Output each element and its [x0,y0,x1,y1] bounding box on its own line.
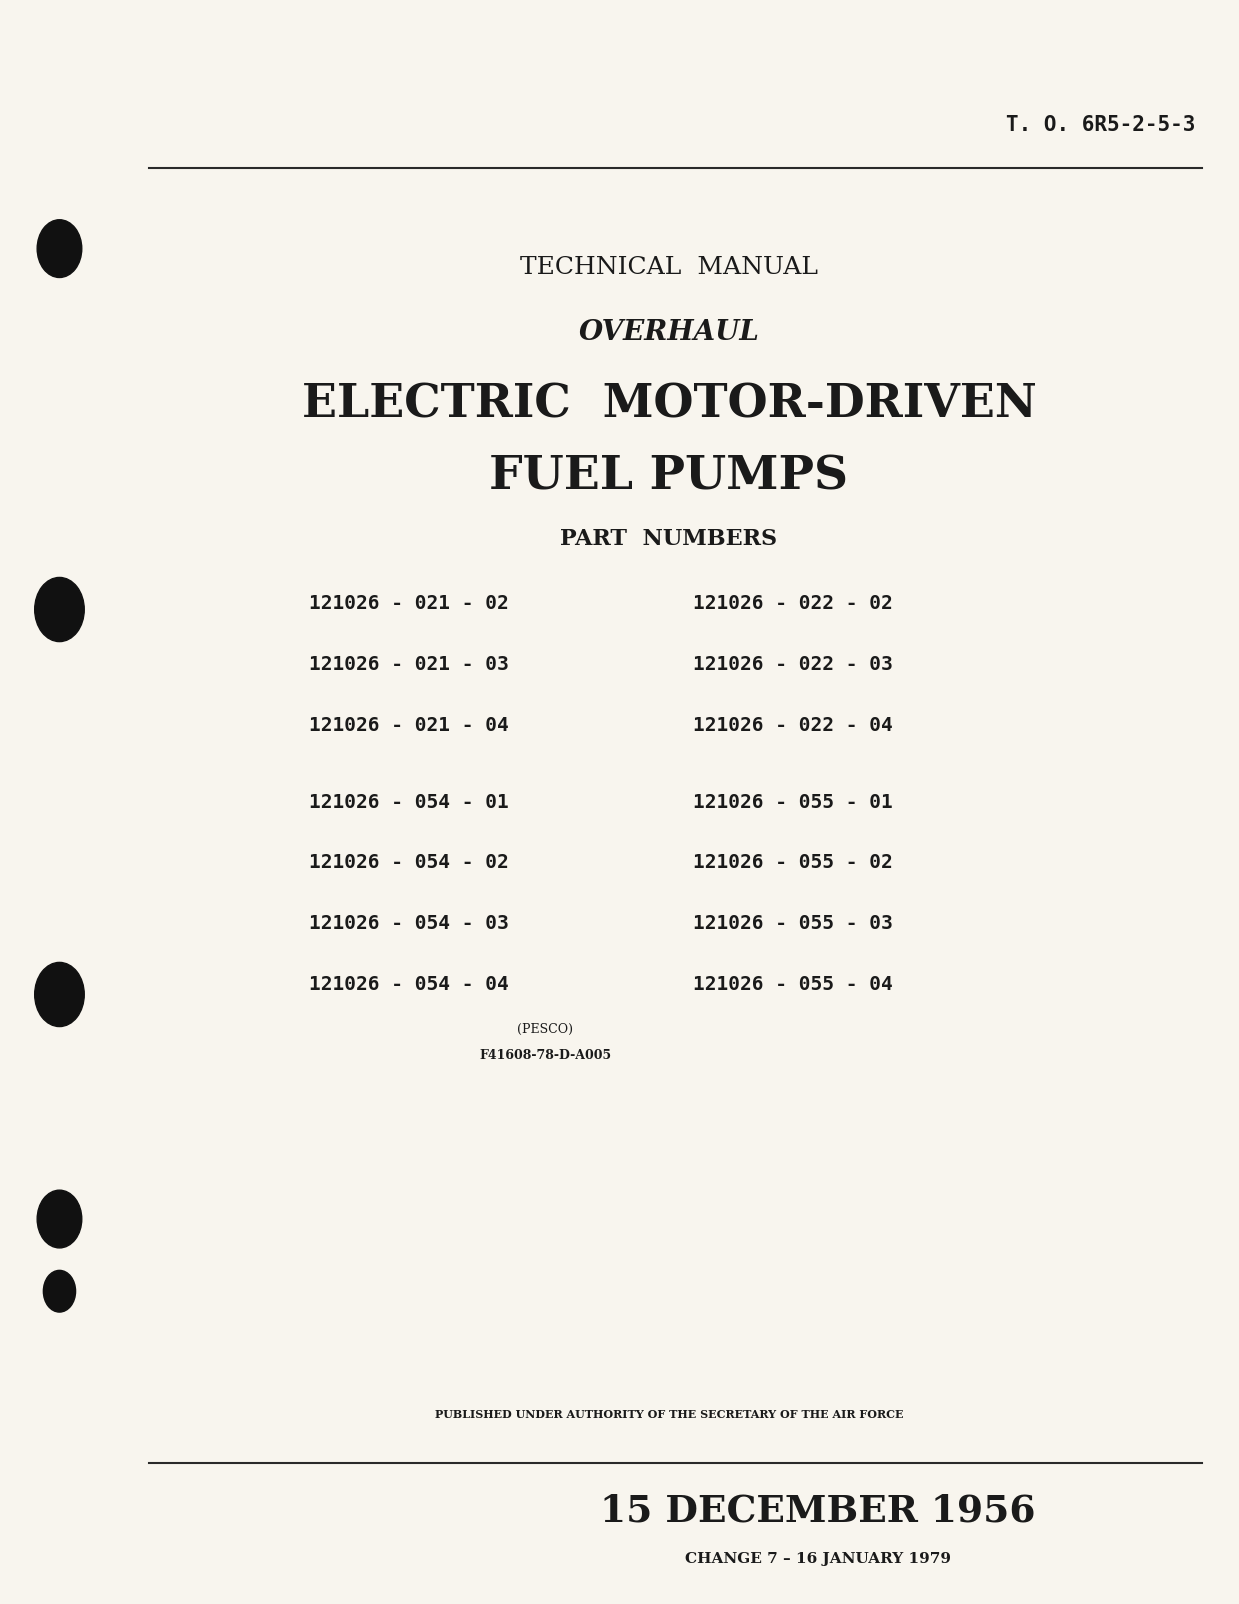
Text: 121026 - 055 - 02: 121026 - 055 - 02 [693,853,893,873]
Text: 121026 - 022 - 03: 121026 - 022 - 03 [693,654,893,674]
Circle shape [37,1190,82,1248]
Text: TECHNICAL  MANUAL: TECHNICAL MANUAL [520,257,818,279]
Text: 121026 - 021 - 03: 121026 - 021 - 03 [309,654,509,674]
Circle shape [43,1270,76,1312]
Text: FUEL PUMPS: FUEL PUMPS [489,454,849,499]
Text: 121026 - 021 - 02: 121026 - 021 - 02 [309,593,509,613]
Circle shape [35,962,84,1027]
Text: F41608-78-D-A005: F41608-78-D-A005 [479,1049,611,1062]
Text: 121026 - 022 - 02: 121026 - 022 - 02 [693,593,893,613]
Text: OVERHAUL: OVERHAUL [579,319,760,345]
Circle shape [35,577,84,642]
Text: (PESCO): (PESCO) [517,1023,574,1036]
Text: 121026 - 055 - 01: 121026 - 055 - 01 [693,792,893,812]
Text: T. O. 6R5-2-5-3: T. O. 6R5-2-5-3 [1006,115,1196,135]
Circle shape [37,220,82,277]
Text: 121026 - 054 - 04: 121026 - 054 - 04 [309,975,509,994]
Text: 121026 - 022 - 04: 121026 - 022 - 04 [693,715,893,735]
Text: 121026 - 054 - 03: 121026 - 054 - 03 [309,914,509,934]
Text: 121026 - 021 - 04: 121026 - 021 - 04 [309,715,509,735]
Text: ELECTRIC  MOTOR-DRIVEN: ELECTRIC MOTOR-DRIVEN [301,382,1037,427]
Text: 121026 - 054 - 01: 121026 - 054 - 01 [309,792,509,812]
Text: 15 DECEMBER 1956: 15 DECEMBER 1956 [600,1492,1036,1530]
Text: 121026 - 054 - 02: 121026 - 054 - 02 [309,853,509,873]
Text: PART  NUMBERS: PART NUMBERS [560,528,778,550]
Text: PUBLISHED UNDER AUTHORITY OF THE SECRETARY OF THE AIR FORCE: PUBLISHED UNDER AUTHORITY OF THE SECRETA… [435,1410,903,1420]
Text: 121026 - 055 - 03: 121026 - 055 - 03 [693,914,893,934]
Text: 121026 - 055 - 04: 121026 - 055 - 04 [693,975,893,994]
Text: CHANGE 7 – 16 JANUARY 1979: CHANGE 7 – 16 JANUARY 1979 [685,1553,950,1566]
